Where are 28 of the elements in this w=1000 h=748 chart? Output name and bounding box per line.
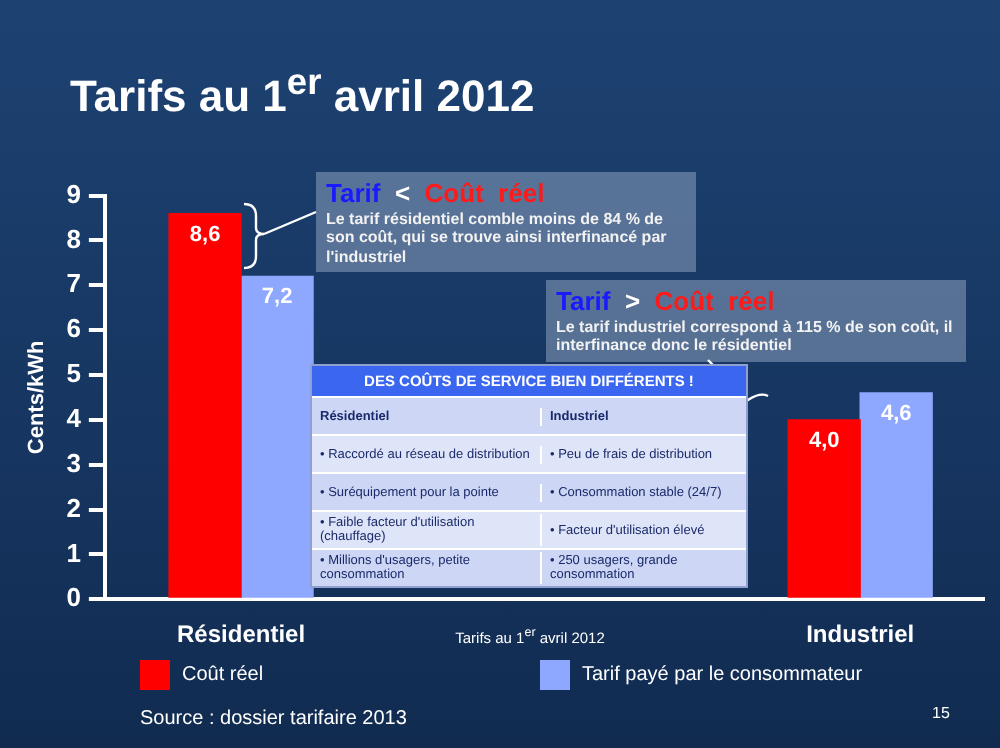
bar	[859, 392, 933, 598]
annotation: Tarif < Coût réel	[326, 178, 545, 208]
data-label: 4,0	[808, 428, 840, 453]
y-tick-label: 5	[66, 358, 81, 389]
bar	[787, 419, 861, 598]
source-note: Source : dossier tarifaire 2013	[140, 708, 407, 730]
y-tick-label: 0	[66, 582, 81, 613]
y-tick-label: 8	[66, 223, 81, 254]
y-axis-title: Cents/kWh	[25, 340, 50, 455]
data-label: 7,2	[261, 285, 293, 310]
y-tick-label: 3	[66, 447, 81, 478]
annotation: Le tarif industriel correspond à 115 % de son coût, il interfinance donc le résidentiel	[556, 317, 955, 356]
y-tick-label: 6	[66, 313, 81, 344]
y-tick-label: 2	[66, 492, 81, 523]
data-label: 8,6	[189, 222, 221, 247]
y-tick-label: 7	[66, 268, 81, 299]
legend-label: Coût réel	[182, 664, 264, 686]
chart-title: Tarifs au 1$^{er}$ avril 2012	[70, 60, 535, 123]
y-tick-label: 4	[66, 402, 83, 433]
bar	[240, 275, 314, 598]
data-label: 4,6	[880, 401, 912, 426]
annotation: Tarif > Coût réel	[556, 286, 775, 316]
legend-label: Tarif payé par le consommateur	[582, 664, 863, 686]
text: 15	[932, 704, 950, 722]
y-tick-label: 1	[66, 537, 81, 568]
bar	[168, 212, 242, 598]
annotation: Le tarif résidentiel comble moins de 84 % de son coût, qui se trouve ainsi interfinancé par l'industriel	[326, 209, 669, 267]
y-tick-label: 9	[66, 178, 81, 209]
